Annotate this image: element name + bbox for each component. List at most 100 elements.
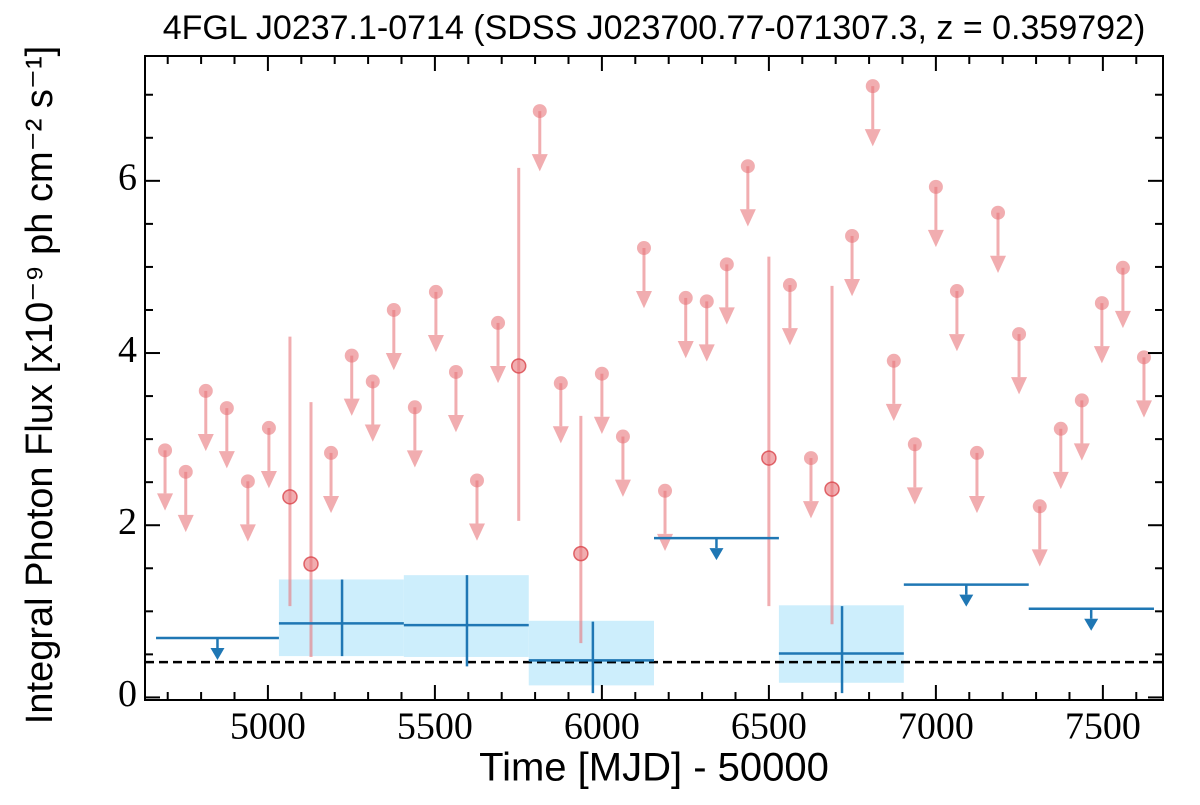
upper-limit-head: [677, 340, 694, 359]
upper-limit-head: [990, 255, 1007, 273]
upper-limit-head: [218, 451, 235, 469]
data-point: [678, 290, 693, 305]
y-tick-label: 0: [118, 673, 137, 715]
upper-limit-head: [698, 344, 715, 362]
upper-limit-head: [1093, 346, 1110, 364]
upper-limit-head: [718, 307, 735, 325]
x-tick-label: 6000: [564, 706, 640, 748]
upper-limit-head: [906, 487, 923, 505]
upper-limit-head: [1031, 549, 1048, 567]
upper-limit-head: [531, 154, 548, 172]
y-tick-label: 4: [118, 329, 137, 371]
upper-limit-head: [210, 648, 225, 661]
upper-limit-head: [323, 495, 340, 514]
data-point: [1094, 296, 1109, 311]
x-tick-label: 6500: [731, 706, 807, 748]
data-point: [510, 358, 527, 374]
upper-limit-head: [490, 365, 507, 384]
upper-limit-head: [657, 533, 674, 552]
data-point: [1012, 327, 1027, 342]
upper-limit-head: [239, 524, 256, 542]
data-point: [594, 366, 609, 381]
upper-limit-head: [552, 426, 569, 444]
upper-limit-head: [709, 548, 724, 561]
upper-limit-head: [1114, 310, 1131, 329]
data-point: [1115, 260, 1130, 275]
upper-limit-head: [1073, 443, 1090, 461]
x-tick-label: 5000: [230, 706, 306, 748]
data-point: [636, 240, 651, 255]
x-tick-label: 7000: [898, 706, 974, 748]
data-point: [928, 179, 943, 194]
upper-limit-head: [157, 493, 174, 511]
upper-limit-head: [844, 278, 861, 297]
y-tick-label: 6: [118, 157, 137, 199]
data-point: [158, 443, 173, 458]
y-tick-label: 2: [118, 501, 137, 543]
data-point: [949, 284, 964, 299]
upper-limit-head: [447, 415, 464, 433]
data-point: [282, 489, 298, 505]
upper-limit-head: [635, 291, 652, 309]
upper-limit-head: [197, 433, 214, 452]
upper-limit-head: [802, 501, 819, 519]
data-point: [553, 376, 568, 391]
data-point: [1074, 393, 1089, 408]
upper-limit-head: [260, 470, 277, 489]
upper-limit-head: [343, 398, 360, 416]
data-point: [178, 464, 193, 479]
data-point: [573, 545, 589, 562]
data-point: [303, 556, 319, 572]
upper-limit-head: [948, 334, 965, 352]
upper-limit-head: [1011, 377, 1028, 395]
data-point: [782, 278, 797, 293]
x-tick-label: 5500: [397, 706, 473, 748]
data-point: [907, 437, 922, 452]
data-point: [658, 483, 673, 498]
upper-limit-head: [385, 353, 402, 371]
data-point: [719, 257, 734, 272]
data-point: [469, 473, 484, 488]
data-point: [428, 284, 443, 299]
data-point: [448, 364, 463, 379]
data-point: [699, 294, 714, 309]
data-point: [198, 383, 213, 398]
upper-limit-head: [593, 416, 610, 434]
upper-limit-head: [885, 403, 902, 422]
upper-limit-head: [364, 424, 381, 442]
upper-limit-head: [177, 514, 194, 533]
upper-limit-head: [739, 209, 756, 227]
data-point: [1053, 421, 1068, 436]
data-point: [615, 429, 630, 444]
data-point: [991, 205, 1006, 220]
data-point: [407, 400, 422, 415]
upper-limit-head: [468, 523, 485, 541]
upper-limit-head: [968, 495, 985, 514]
data-point: [365, 374, 380, 389]
data-point: [969, 445, 984, 460]
upper-limit-head: [781, 328, 798, 346]
data-point: [824, 481, 840, 497]
upper-limit-head: [427, 334, 444, 353]
confidence-band: [528, 620, 654, 686]
data-point: [240, 474, 255, 489]
upper-limit-head: [406, 450, 423, 468]
data-point: [532, 104, 547, 119]
data-point: [324, 445, 339, 460]
upper-limit-head: [927, 229, 944, 248]
data-point: [219, 401, 234, 416]
data-point: [740, 159, 755, 174]
upper-limit-head: [614, 479, 631, 497]
data-point: [344, 348, 359, 363]
data-point: [761, 450, 777, 466]
y-axis-label: Integral Photon Flux [x10⁻⁹ ph cm⁻² s⁻¹]: [19, 46, 61, 724]
data-point: [803, 451, 818, 466]
data-point: [886, 353, 901, 368]
chart-title: 4FGL J0237.1-0714 (SDSS J023700.77-07130…: [163, 9, 1146, 47]
data-point: [845, 228, 860, 243]
data-point: [386, 302, 401, 317]
upper-limit-head: [959, 594, 974, 607]
upper-limit-head: [864, 129, 881, 147]
data-point: [261, 420, 276, 435]
